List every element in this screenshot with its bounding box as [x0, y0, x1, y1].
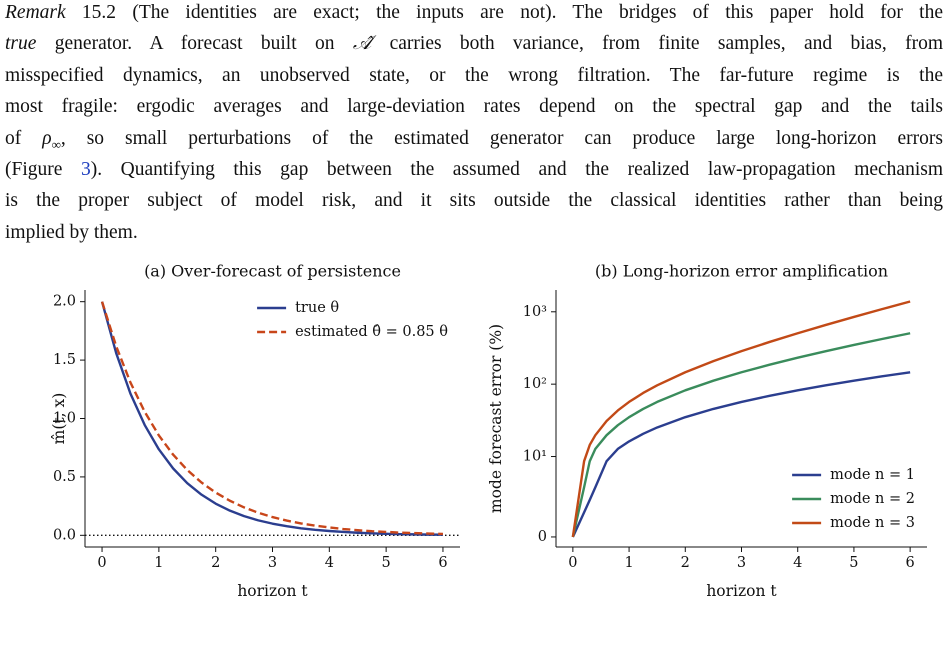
y-tick-label: 10²	[523, 376, 547, 392]
figure-link[interactable]: of	[5, 127, 43, 149]
legend: true θ estimated θ̂ = 0.85 θ	[257, 300, 448, 340]
figure-link[interactable]: (Figure	[5, 159, 81, 181]
legend-label: mode n = 3	[830, 515, 915, 531]
remark-paragraph: Remark 15.2 (The identities are exact; t…	[5, 0, 943, 248]
x-tick-label: 1	[154, 555, 163, 571]
x-tick-label: 5	[382, 555, 391, 571]
figure-link[interactable]: misspecified dynamics, an unobserved sta…	[5, 64, 943, 86]
figure-link[interactable]: carries both variance, from finite sampl…	[371, 33, 944, 55]
figure-link[interactable]: ). Quantifying this gap between the assu…	[90, 159, 943, 181]
legend-label: true θ	[295, 300, 339, 316]
figure-link[interactable]: , so small perturbations of the estimate…	[60, 127, 943, 149]
y-axis-label: mode forecast error (%)	[487, 324, 505, 513]
legend: mode n = 1 mode n = 2 mode n = 3	[792, 467, 915, 531]
x-tick-label: 1	[624, 555, 633, 571]
chart-title: (a) Over-forecast of persistence	[144, 262, 401, 281]
text-line: (Figure 3). Quantifying this gap between…	[5, 154, 943, 185]
y-tick-label: 0.0	[53, 527, 76, 543]
figure-link[interactable]: implied by them.	[5, 221, 138, 243]
x-tick-label: 6	[438, 555, 447, 571]
text-line: misspecified dynamics, an unobserved sta…	[5, 60, 943, 91]
x-tick-label: 0	[97, 555, 106, 571]
series-line	[571, 332, 911, 538]
x-tick-label: 4	[325, 555, 334, 571]
text-line: is the proper subject of model risk, and…	[5, 185, 943, 216]
text-run: true	[5, 33, 37, 55]
figure-link[interactable]: 15.2 (The identities are exact; the inpu…	[65, 2, 943, 23]
x-tick-label: 0	[568, 555, 577, 571]
text-run: 𝒜̂	[352, 33, 372, 55]
series-line	[100, 301, 443, 536]
y-tick-label: 1.0	[53, 411, 76, 427]
chart-title: (b) Long-horizon error amplification	[595, 262, 888, 281]
text-run: Remark	[5, 2, 66, 23]
legend-label: estimated θ̂ = 0.85 θ	[295, 324, 448, 340]
y-axis-label: m̂(t, x)	[50, 393, 68, 445]
series-line	[100, 301, 443, 536]
figure-link[interactable]: is the proper subject of model risk, and…	[5, 190, 943, 212]
x-tick-label: 6	[906, 555, 915, 571]
series-line	[571, 371, 911, 538]
legend-label: mode n = 1	[830, 467, 915, 483]
series-line	[571, 300, 911, 538]
text-run: ρ	[42, 127, 52, 149]
x-tick-label: 3	[737, 555, 746, 571]
y-tick-label: 10¹	[523, 449, 547, 465]
x-axis-label: horizon t	[706, 582, 777, 600]
figure-link[interactable]: most fragile: ergodic averages and large…	[5, 96, 943, 118]
text-line: true generator. A forecast built on 𝒜̂ c…	[5, 28, 943, 59]
y-tick-label: 0	[538, 529, 547, 545]
text-line: most fragile: ergodic averages and large…	[5, 91, 943, 122]
x-tick-label: 4	[793, 555, 802, 571]
text-line: of ρ∞, so small perturbations of the est…	[5, 123, 943, 154]
x-tick-label: 2	[681, 555, 690, 571]
figure-link[interactable]: generator. A forecast built on	[36, 33, 353, 55]
text-run: ∞	[51, 136, 61, 152]
x-tick-label: 5	[849, 555, 858, 571]
y-tick-label: 10³	[523, 304, 547, 320]
y-tick-label: 2.0	[53, 294, 76, 310]
y-tick-label: 0.5	[53, 469, 76, 485]
figure-link[interactable]: 3	[80, 159, 91, 181]
text-line: implied by them.	[5, 217, 943, 248]
y-tick-label: 1.5	[53, 352, 76, 368]
x-tick-label: 3	[268, 555, 277, 571]
x-tick-label: 2	[211, 555, 220, 571]
text-line: Remark 15.2 (The identities are exact; t…	[5, 0, 943, 28]
x-axis-label: horizon t	[237, 582, 308, 600]
legend-label: mode n = 2	[830, 491, 915, 507]
